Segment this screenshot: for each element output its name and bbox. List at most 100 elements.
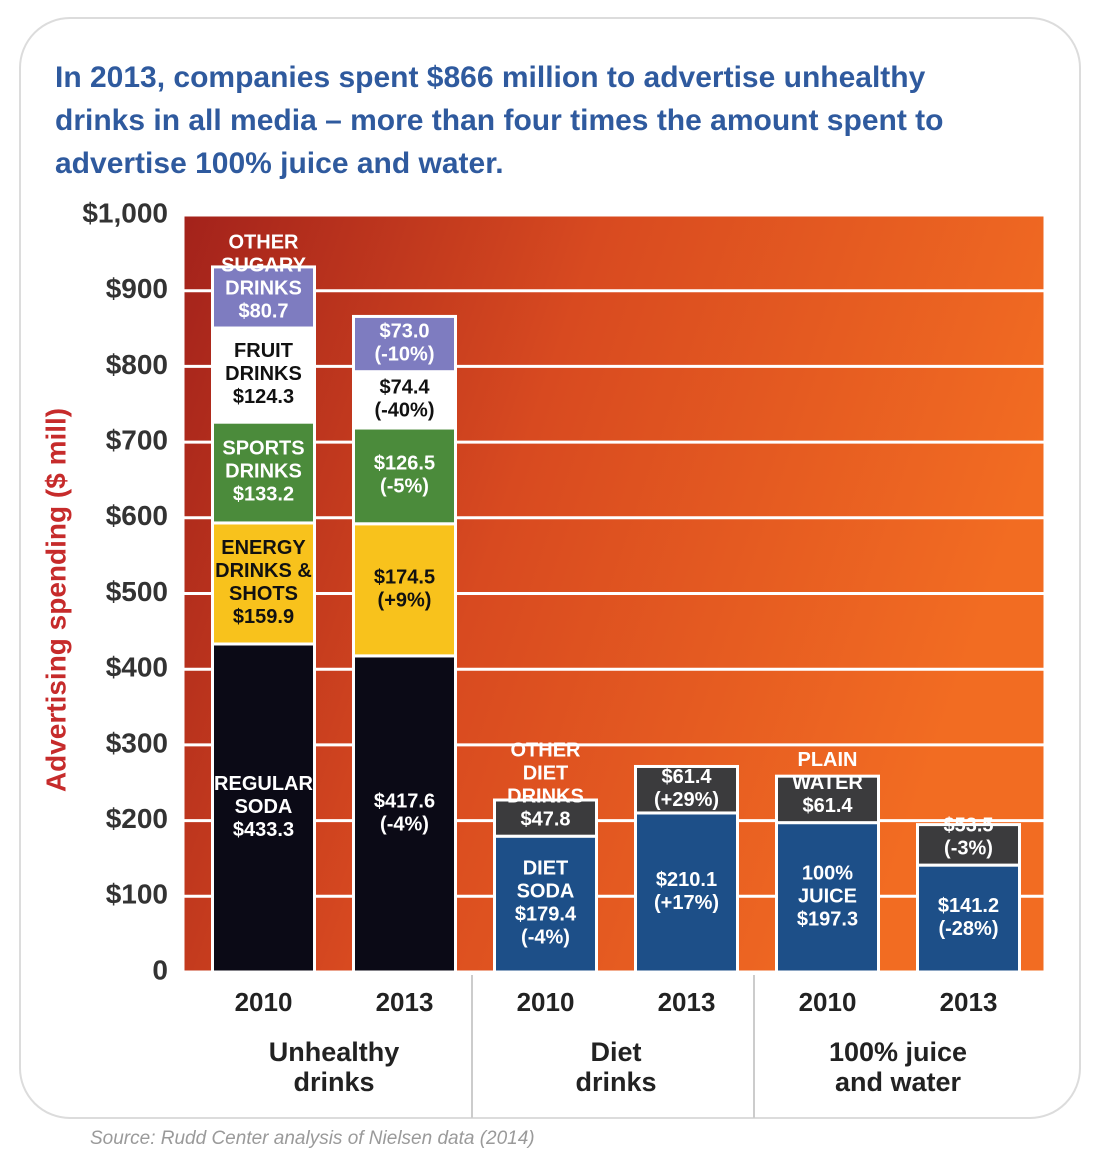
segment-name: SODA [517, 881, 575, 903]
plot-border [181, 213, 1047, 974]
segment-value: $53.5 [943, 815, 993, 837]
segment-label: $53.5 (-3%) [943, 815, 993, 860]
segment-name: DRINKS [225, 278, 302, 300]
segment-name: WATER [792, 772, 863, 794]
x-tick-label: 2013 [376, 987, 434, 1017]
segment-value: (+29%) [654, 789, 719, 811]
segment-value: $126.5 [374, 453, 435, 475]
segment-name: DRINKS [507, 786, 584, 808]
y-tick-label: $700 [106, 424, 168, 455]
y-tick-label: $1,000 [82, 197, 168, 228]
segment-value: (-28%) [938, 918, 998, 940]
group-label: drinks [293, 1067, 374, 1097]
bar-segment [493, 834, 598, 974]
y-tick-label: $900 [106, 273, 168, 304]
y-tick-label: $300 [106, 727, 168, 758]
y-tick-label: $100 [106, 879, 168, 910]
segment-label: $73.0 (-10%) [374, 321, 434, 366]
segment-label: FRUIT DRINKS $124.3 [225, 340, 302, 408]
bar-segment [916, 823, 1021, 867]
segment-label: OTHER SUGARY DRINKS $80.7 [221, 232, 306, 323]
segment-value: $159.9 [233, 606, 294, 628]
bar-segment [352, 370, 457, 430]
segment-label: $417.6 (-4%) [374, 791, 435, 836]
segment-label: $210.1 (+17%) [654, 869, 719, 914]
segment-name: REGULAR [214, 773, 313, 795]
x-tick-label: 2013 [658, 987, 716, 1017]
bar-segment [352, 522, 457, 658]
segment-name: PLAIN [798, 749, 858, 771]
segment-label: 100% JUICE $197.3 [797, 863, 858, 931]
chart-title: In 2013, companies spent $866 million to… [55, 61, 944, 180]
group-label: drinks [575, 1067, 656, 1097]
segment-value: $210.1 [656, 869, 717, 891]
segment-name: JUICE [798, 886, 857, 908]
segment-name: SPORTS [222, 438, 304, 460]
segment-name: ENERGY [221, 537, 306, 559]
y-tick-label: $500 [106, 576, 168, 607]
x-tick-label: 2010 [517, 987, 575, 1017]
segment-label: REGULAR SODA $433.3 [214, 773, 313, 841]
segment-value: (-10%) [374, 344, 434, 366]
segment-value: $174.5 [374, 567, 435, 589]
segment-value: (-3%) [944, 838, 993, 860]
segment-label: $74.4 (-40%) [374, 377, 434, 422]
bar-segment [916, 863, 1021, 974]
segment-label: $141.2 (-28%) [938, 895, 999, 940]
segment-value: $80.7 [238, 301, 288, 323]
y-tick-label: 0 [152, 954, 168, 985]
title-wrap: In 2013, companies spent $866 million to… [55, 61, 944, 180]
bar-segment [352, 654, 457, 974]
segment-label: DIET SODA $179.4 (-4%) [515, 858, 577, 949]
segment-value: $73.0 [379, 321, 429, 343]
segment-value: $74.4 [379, 377, 430, 399]
source: Source: Rudd Center analysis of Nielsen … [90, 1128, 535, 1149]
segment-value: $61.4 [661, 766, 712, 788]
segment-name: FRUIT [234, 340, 293, 362]
y-tick-label: $400 [106, 652, 168, 683]
y-tick-label: $800 [106, 349, 168, 380]
segment-label: OTHER DIET DRINKS $47.8 [507, 740, 584, 831]
segment-label: ENERGY DRINKS & SHOTS $159.9 [215, 537, 312, 628]
segment-name: DRINKS [225, 363, 302, 385]
bar-segment [493, 798, 598, 838]
x-tick-label: 2013 [940, 987, 998, 1017]
bar-segment [634, 764, 739, 815]
bar-segment [211, 420, 316, 525]
x-tick-label: 2010 [235, 987, 293, 1017]
segment-name: DRINKS & [215, 560, 312, 582]
y-tick-label: $200 [106, 803, 168, 834]
segment-value: $141.2 [938, 895, 999, 917]
segment-value: $47.8 [520, 809, 570, 831]
segment-value: (-4%) [380, 814, 429, 836]
group-label: 100% juice [829, 1037, 967, 1067]
bar-segment [352, 426, 457, 526]
segment-value: (-4%) [521, 927, 570, 949]
bar-segment [211, 265, 316, 330]
segment-label: $126.5 (-5%) [374, 453, 435, 498]
y-tick-label: $600 [106, 500, 168, 531]
segment-value: $197.3 [797, 909, 858, 931]
y-axis-title: Advertising spending ($ mill) [40, 408, 71, 792]
segment-value: (-40%) [374, 400, 434, 422]
bar-segment [352, 314, 457, 374]
segment-value: $417.6 [374, 791, 435, 813]
segment-label: PLAIN WATER $61.4 [792, 749, 863, 817]
bar-segment [211, 642, 316, 974]
segment-name: SHOTS [229, 583, 298, 605]
segment-value: $179.4 [515, 904, 577, 926]
segment-name: SODA [235, 796, 293, 818]
segment-name: OTHER [511, 740, 582, 762]
segment-value: (+17%) [654, 892, 719, 914]
segment-value: $133.2 [233, 484, 294, 506]
group-label: and water [835, 1067, 962, 1097]
group-label: Unhealthy [269, 1037, 400, 1067]
segment-value: (-5%) [380, 476, 429, 498]
segment-value: $433.3 [233, 819, 294, 841]
segment-name: DIET [523, 858, 569, 880]
segment-value: $124.3 [233, 386, 294, 408]
segment-name: OTHER [229, 232, 300, 254]
segment-name: DIET [523, 763, 569, 785]
segment-name: SUGARY [221, 255, 306, 277]
